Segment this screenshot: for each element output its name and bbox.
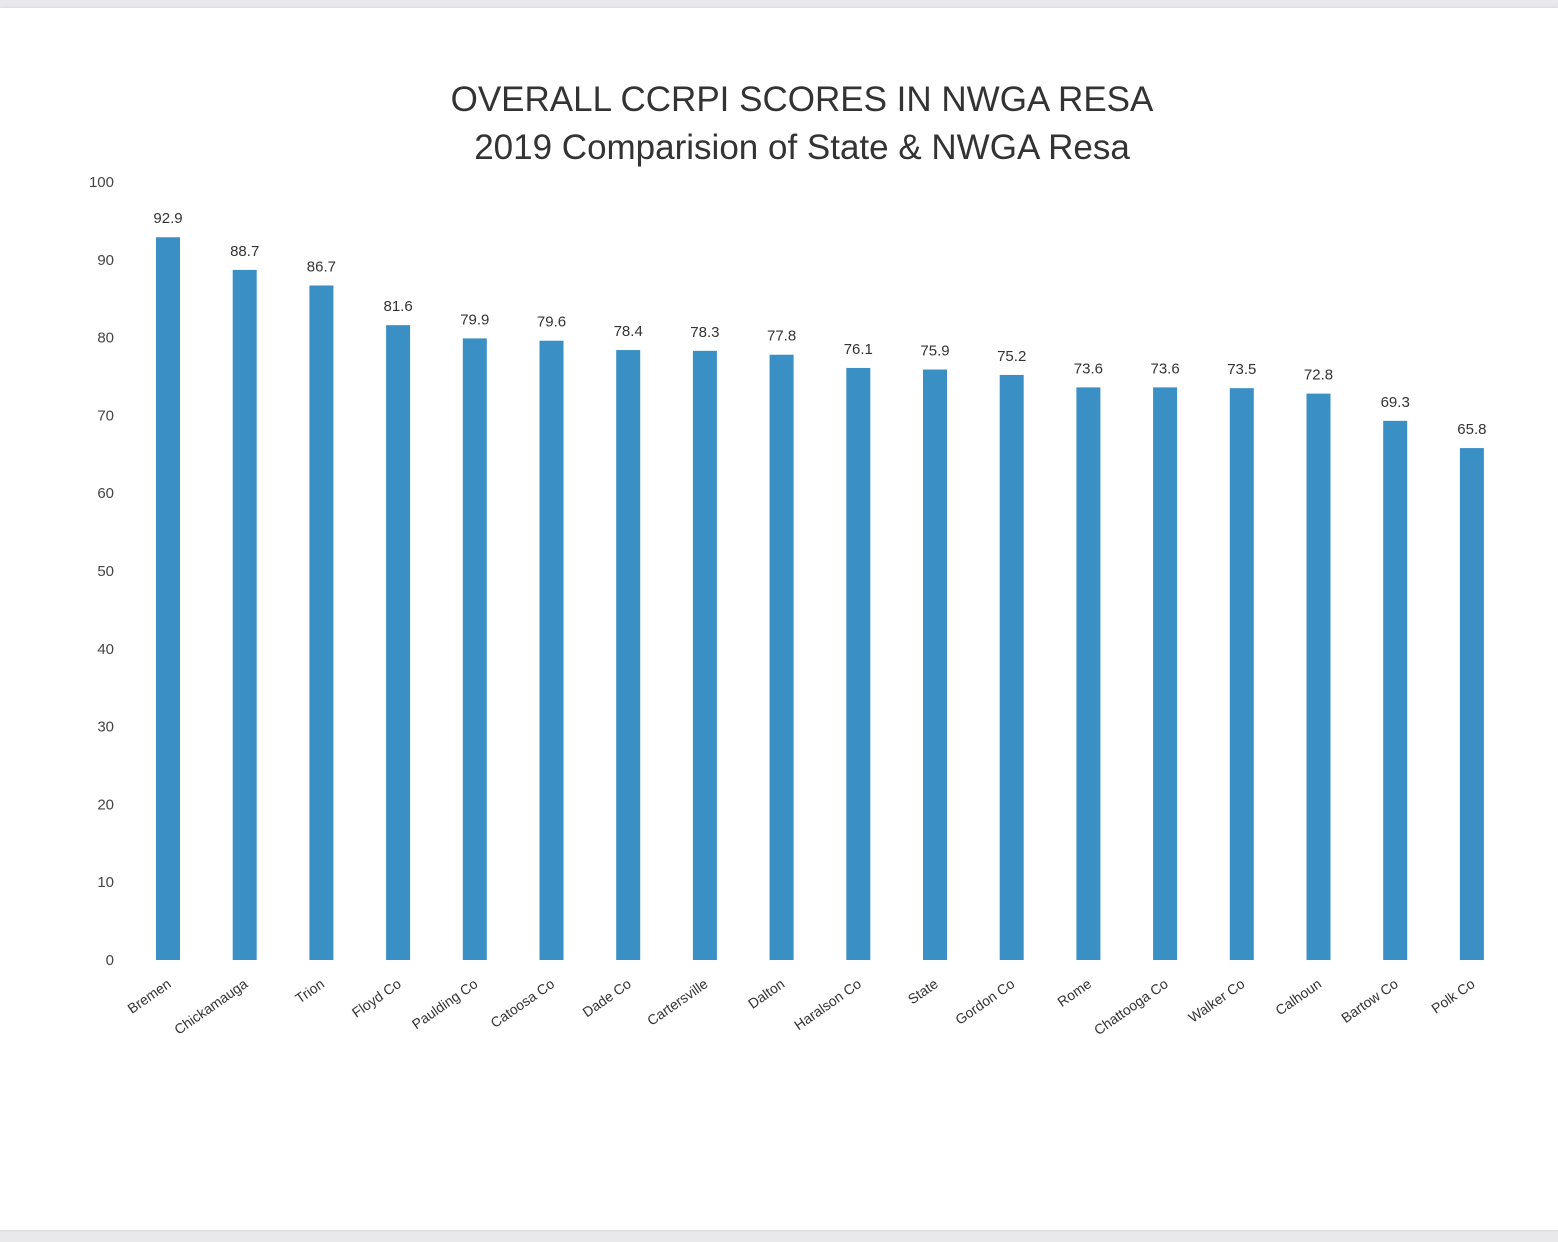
chart-subtitle: 2019 Comparision of State & NWGA Resa — [474, 128, 1130, 167]
bar — [1076, 387, 1101, 961]
bar-value-label: 79.6 — [537, 314, 566, 331]
bar-value-label: 86.7 — [307, 258, 336, 275]
bar — [232, 269, 257, 960]
chart-page: OVERALL CCRPI SCORES IN NWGA RESA 2019 C… — [0, 8, 1558, 1230]
bar — [1459, 448, 1484, 960]
bar-value-label: 75.9 — [920, 342, 949, 359]
bar-value-label: 69.3 — [1381, 394, 1410, 411]
category-label: Gordon Co — [952, 975, 1017, 1028]
bar — [999, 374, 1024, 961]
category-label: Polk Co — [1428, 975, 1478, 1016]
bar-value-label: 65.8 — [1457, 421, 1486, 438]
bar — [156, 237, 180, 960]
bar — [462, 338, 487, 960]
bar-value-label: 76.1 — [844, 341, 873, 358]
category-label: Trion — [292, 975, 327, 1006]
y-tick-label: 80 — [97, 330, 114, 347]
bar — [1229, 388, 1254, 960]
y-tick-label: 60 — [97, 485, 114, 502]
bar-value-label: 73.5 — [1227, 361, 1256, 378]
y-tick-label: 100 — [89, 174, 114, 191]
bar-value-label: 92.9 — [153, 210, 182, 227]
bar-value-label: 73.6 — [1074, 360, 1103, 377]
category-label: Rome — [1054, 975, 1094, 1010]
category-label: State — [905, 975, 941, 1007]
data-labels: 92.9 88.7 86.7 81.6 79.9 79.6 78.4 78.3 77.8 76.1… — [153, 210, 1486, 438]
bar — [386, 325, 411, 961]
bar-series — [156, 237, 1484, 961]
category-label: Calhoun — [1272, 975, 1324, 1018]
bar — [1306, 393, 1331, 961]
category-label: Chattooga Co — [1091, 975, 1171, 1038]
bar — [539, 340, 564, 960]
y-tick-label: 30 — [97, 719, 114, 736]
y-tick-label: 20 — [97, 796, 114, 813]
category-label: Chickamauga — [171, 975, 250, 1037]
y-tick-label: 0 — [106, 952, 114, 969]
y-tick-label: 50 — [97, 563, 114, 580]
bar-value-label: 75.2 — [997, 348, 1026, 365]
category-label: Catoosa Co — [487, 975, 557, 1031]
y-tick-label: 10 — [97, 874, 114, 891]
chart-title-block: OVERALL CCRPI SCORES IN NWGA RESA 2019 C… — [0, 76, 1558, 172]
y-tick-label: 40 — [97, 641, 114, 658]
category-label: Bartow Co — [1338, 975, 1401, 1026]
bar-value-label: 79.9 — [460, 311, 489, 328]
category-label: Walker Co — [1185, 975, 1247, 1025]
bar — [1153, 387, 1178, 961]
category-label: Dade Co — [579, 975, 634, 1020]
category-label: Paulding Co — [409, 975, 481, 1032]
bar — [846, 367, 871, 960]
bar — [692, 350, 717, 960]
category-label: Cartersville — [644, 975, 711, 1028]
y-tick-label: 90 — [97, 252, 114, 269]
bar-value-label: 81.6 — [383, 298, 412, 315]
bar — [769, 354, 794, 960]
bar-value-label: 77.8 — [767, 328, 796, 345]
bar-value-label: 88.7 — [230, 243, 259, 260]
bar-value-label: 73.6 — [1150, 360, 1179, 377]
bar — [1383, 420, 1408, 960]
category-label: Bremen — [124, 975, 173, 1016]
bar — [923, 369, 947, 960]
category-label: Dalton — [745, 975, 787, 1011]
bar — [309, 285, 334, 960]
bar-value-label: 72.8 — [1304, 367, 1333, 384]
bar-value-label: 78.3 — [690, 324, 719, 341]
chart-title: OVERALL CCRPI SCORES IN NWGA RESA — [450, 80, 1154, 119]
category-label: Haralson Co — [791, 975, 864, 1033]
y-tick-label: 70 — [97, 407, 114, 424]
bar — [616, 350, 641, 961]
bar-value-label: 78.4 — [614, 323, 643, 340]
category-label: Floyd Co — [349, 975, 404, 1020]
